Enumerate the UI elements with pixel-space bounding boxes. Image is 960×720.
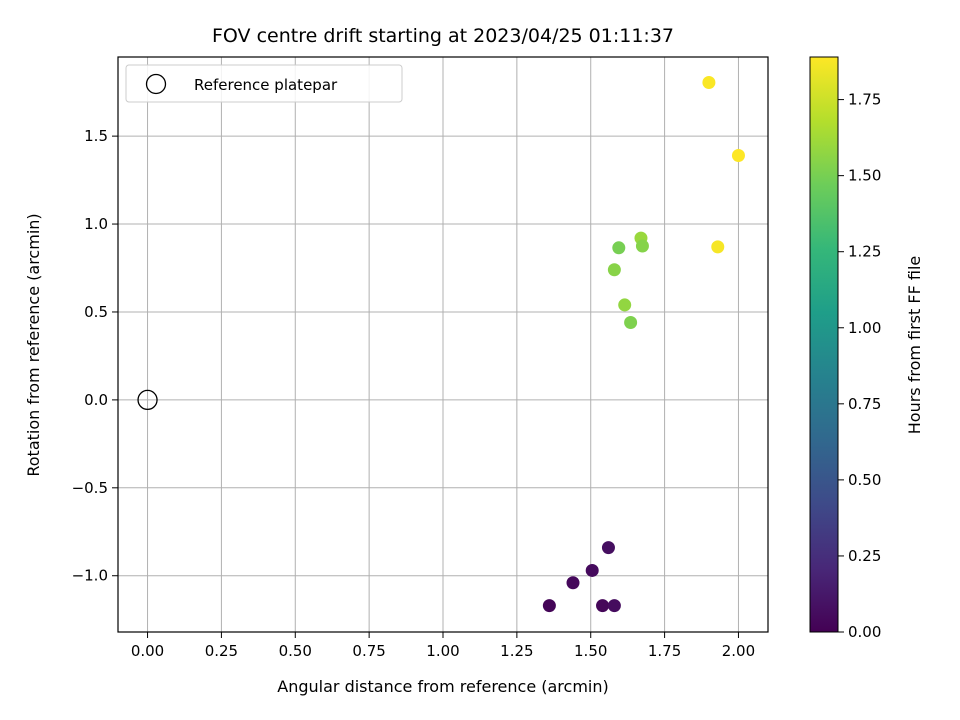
data-point xyxy=(618,298,632,312)
data-point xyxy=(542,599,556,613)
data-point xyxy=(566,576,580,590)
colorbar-gradient xyxy=(809,56,839,633)
data-point xyxy=(624,316,638,330)
y-axis-ticks: −1.0 −0.5 0.0 0.5 1.0 1.5 xyxy=(72,127,118,585)
x-tick-label: 0.50 xyxy=(279,642,312,660)
colorbar-tick-label: 1.25 xyxy=(848,243,881,261)
legend-entry: Reference platepar xyxy=(194,76,338,94)
data-point xyxy=(635,239,649,253)
data-point xyxy=(601,541,615,555)
grid xyxy=(118,57,768,632)
x-axis-ticks: 0.00 0.25 0.50 0.75 1.00 1.25 1.50 1.75 2.00 xyxy=(131,632,755,660)
legend-marker xyxy=(145,73,167,95)
x-tick-label: 2.00 xyxy=(722,642,755,660)
data-point xyxy=(607,263,621,277)
y-tick-label: −0.5 xyxy=(72,479,108,497)
x-tick-label: 1.50 xyxy=(574,642,607,660)
y-tick-label: 0.5 xyxy=(84,303,108,321)
colorbar-label: Hours from first FF file xyxy=(905,256,924,435)
reference-marker xyxy=(137,389,158,411)
colorbar-tick-label: 1.75 xyxy=(848,91,881,109)
data-point xyxy=(585,563,599,577)
colorbar-ticks: 0.00 0.25 0.50 0.75 1.00 1.25 1.50 1.75 xyxy=(838,91,881,641)
legend-box xyxy=(125,64,403,103)
x-tick-label: 0.75 xyxy=(352,642,385,660)
x-axis-label: Angular distance from reference (arcmin) xyxy=(277,677,608,696)
data-point xyxy=(731,148,745,162)
colorbar-tick-label: 0.50 xyxy=(848,471,881,489)
reference-point xyxy=(137,389,158,411)
data-point xyxy=(711,240,725,254)
x-tick-label: 0.25 xyxy=(205,642,238,660)
chart-title: FOV centre drift starting at 2023/04/25 … xyxy=(212,25,674,47)
data-point xyxy=(702,75,716,89)
data-point xyxy=(596,599,610,613)
colorbar-tick-label: 0.00 xyxy=(848,623,881,641)
x-tick-label: 1.00 xyxy=(426,642,459,660)
colorbar-tick-label: 1.50 xyxy=(848,167,881,185)
x-tick-label: 1.75 xyxy=(648,642,681,660)
data-point xyxy=(612,241,626,255)
x-tick-label: 0.00 xyxy=(131,642,164,660)
data-points xyxy=(542,75,745,613)
y-tick-label: −1.0 xyxy=(72,567,108,585)
x-tick-label: 1.25 xyxy=(500,642,533,660)
y-tick-label: 1.5 xyxy=(84,127,108,145)
colorbar-tick-label: 0.75 xyxy=(848,395,881,413)
colorbar-tick-label: 0.25 xyxy=(848,547,881,565)
data-point xyxy=(607,599,621,613)
legend: Reference platepar xyxy=(125,64,403,103)
colorbar-tick-label: 1.00 xyxy=(848,319,881,337)
y-axis-label: Rotation from reference (arcmin) xyxy=(24,213,43,476)
y-tick-label: 1.0 xyxy=(84,215,108,233)
y-tick-label: 0.0 xyxy=(84,391,108,409)
colorbar: 0.00 0.25 0.50 0.75 1.00 1.25 1.50 1.75 Hours f… xyxy=(809,56,924,641)
